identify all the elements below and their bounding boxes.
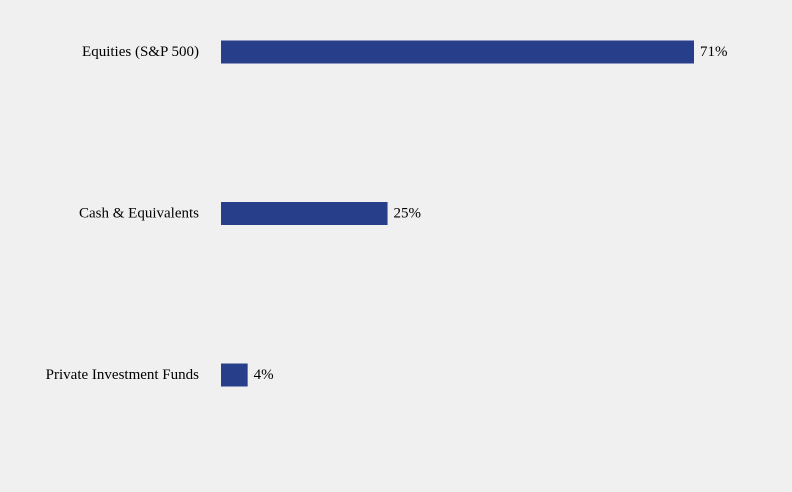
category-label-0: Equities (S&P 500): [82, 44, 199, 60]
category-label-1: Cash & Equivalents: [79, 206, 199, 222]
bar-2: [221, 363, 248, 387]
bar-0: [221, 40, 694, 64]
value-label-0: 71%: [700, 44, 728, 60]
value-label-2: 4%: [254, 367, 274, 383]
value-label-1: 25%: [394, 206, 422, 222]
bars-group: Equities (S&P 500) 71% Cash & Equivalents 2…: [46, 40, 728, 387]
category-label-2: Private Investment Funds: [46, 367, 199, 383]
bar-1: [221, 202, 388, 225]
